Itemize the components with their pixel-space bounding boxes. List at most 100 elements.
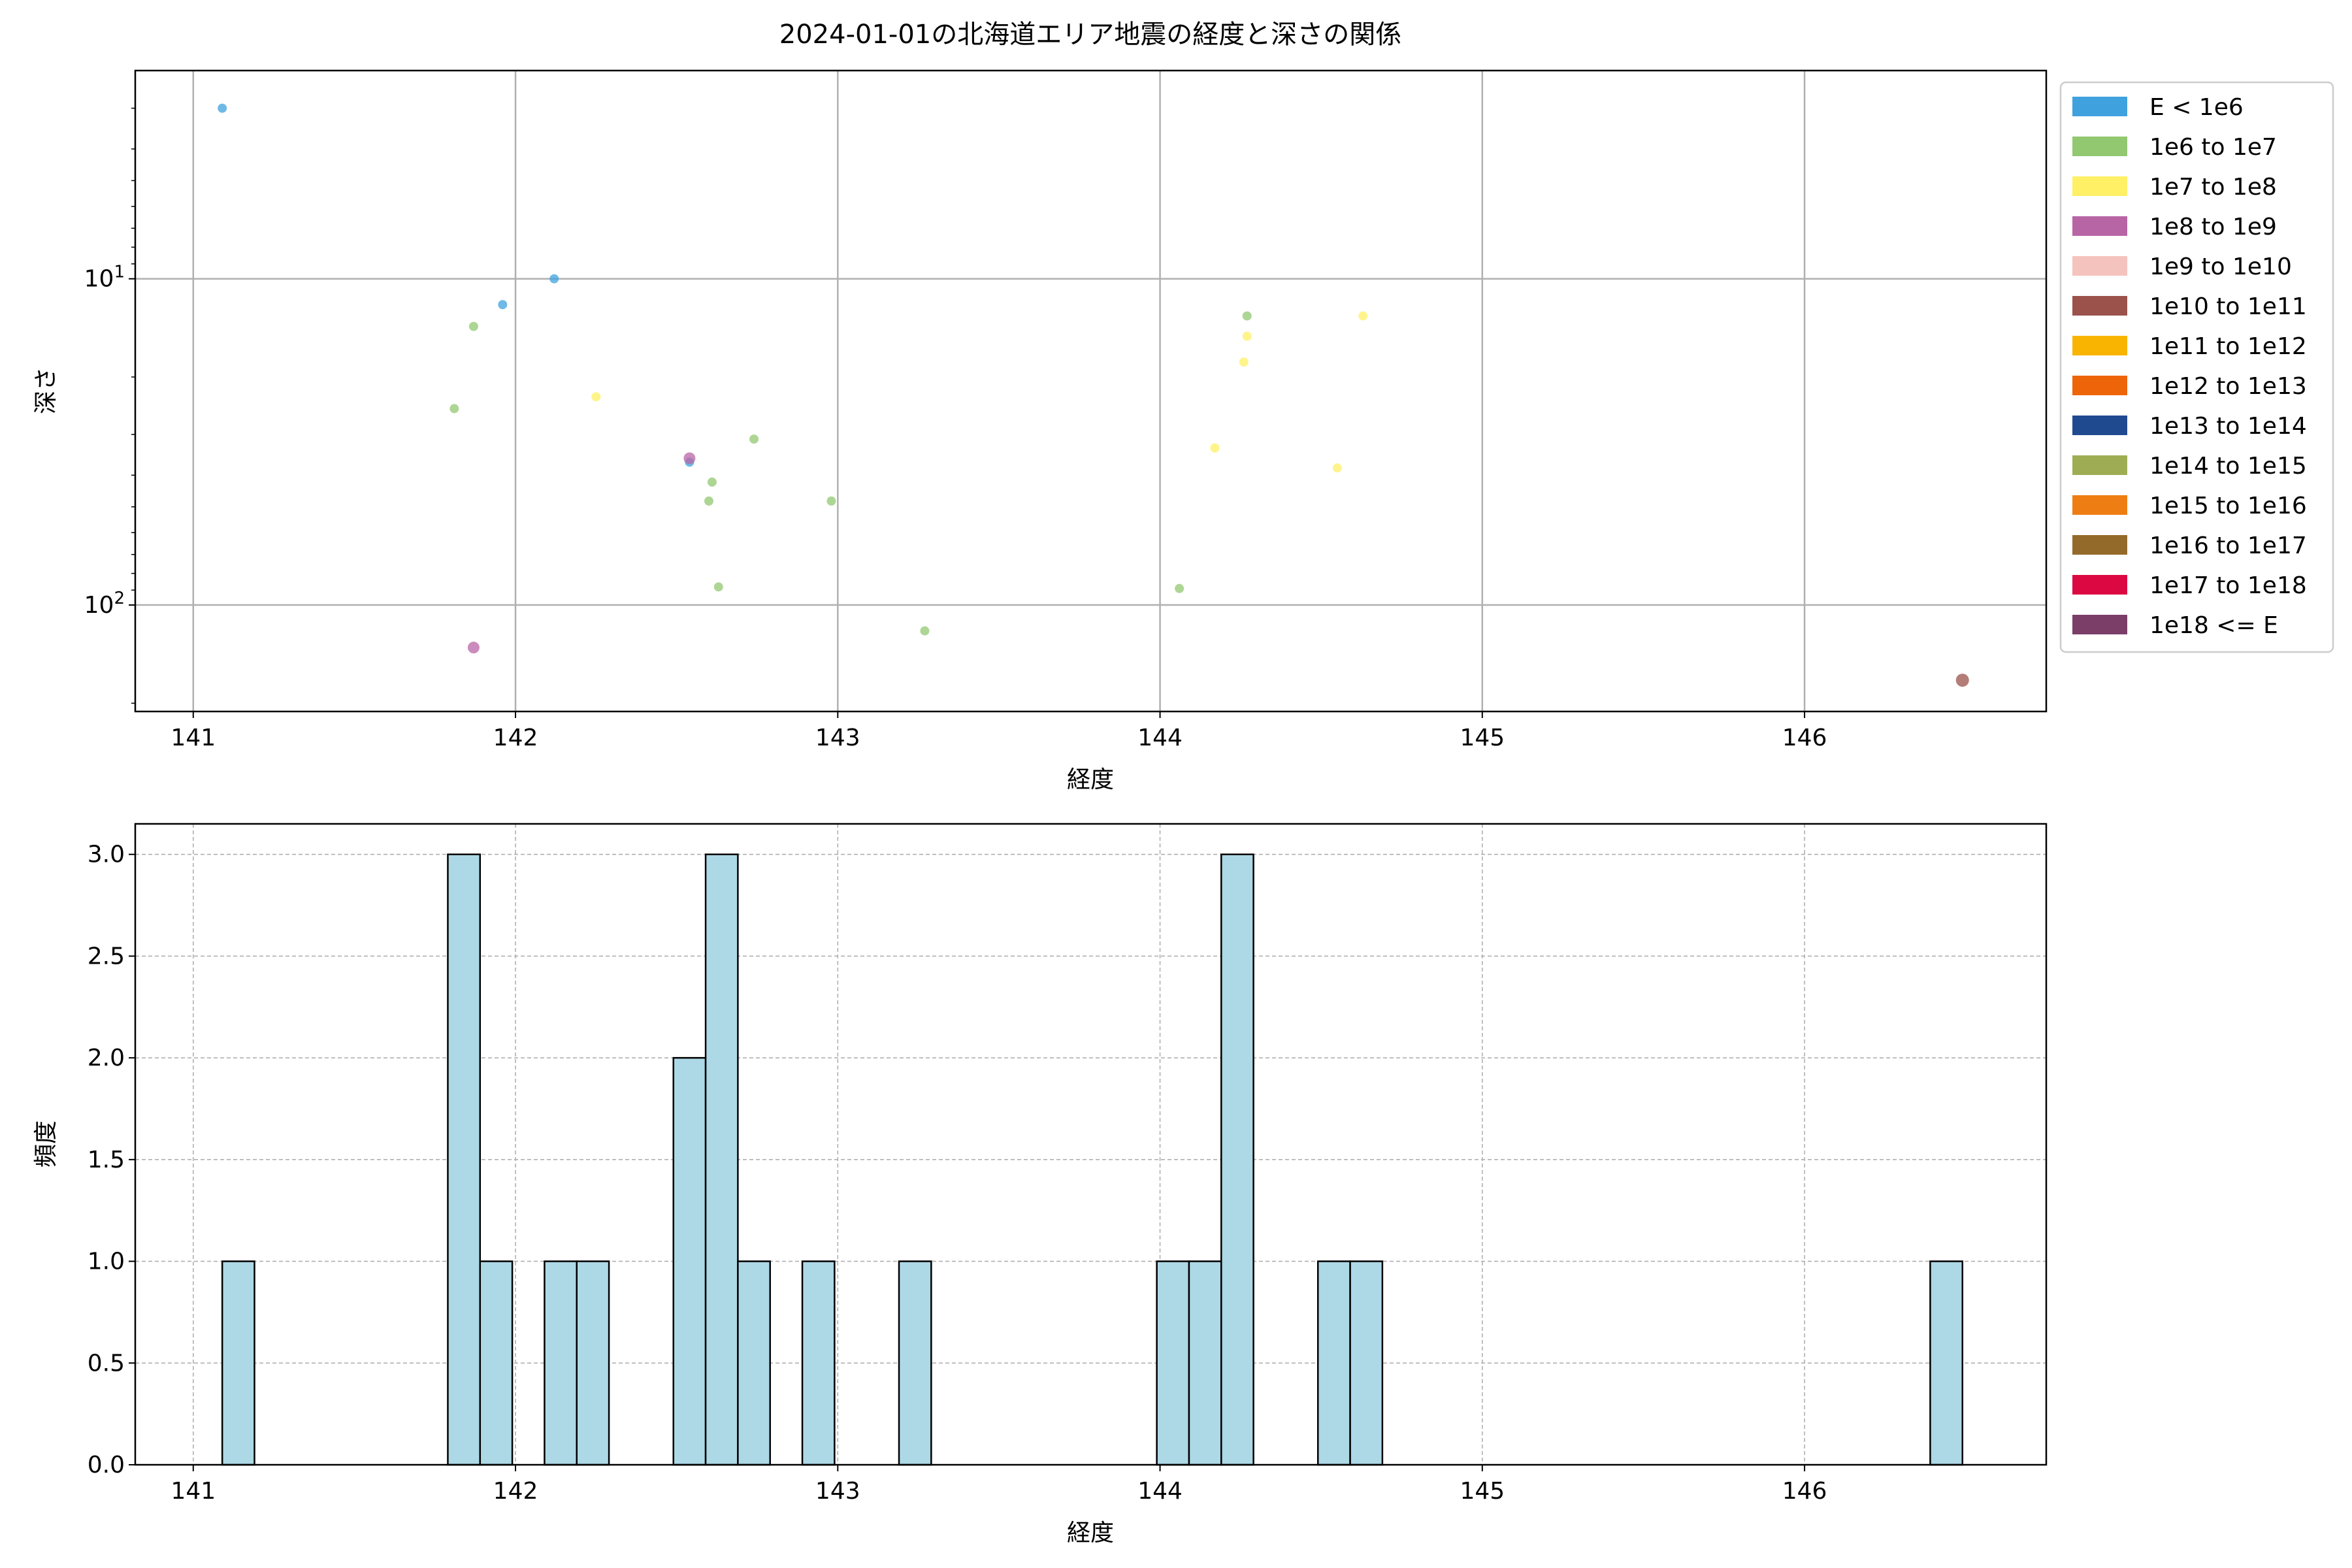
scatter-point	[449, 404, 459, 414]
histogram-bar	[672, 1056, 707, 1466]
histogram-y-tick-label: 0.5	[88, 1350, 125, 1377]
histogram-x-tick-label: 144	[1137, 1478, 1183, 1505]
legend-swatch	[2072, 615, 2127, 634]
histogram-y-tick-label: 1.5	[88, 1147, 125, 1173]
histogram-x-tick-label: 145	[1460, 1478, 1505, 1505]
histogram-y-tick-label: 0.0	[88, 1452, 125, 1478]
scatter-point	[707, 477, 717, 487]
histogram-x-tick-label: 141	[171, 1478, 216, 1505]
scatter-plot-frame	[134, 69, 2048, 713]
legend-swatch	[2072, 216, 2127, 236]
scatter-grid	[135, 71, 2046, 711]
scatter-point	[826, 496, 836, 506]
scatter-point	[498, 300, 508, 310]
scatter-point	[920, 626, 930, 636]
scatter-x-tick-label: 145	[1460, 725, 1505, 751]
histogram-y-tick-label: 3.0	[88, 841, 125, 868]
histogram-bar	[801, 1260, 836, 1466]
legend-label: 1e11 to 1e12	[2149, 333, 2307, 360]
legend-swatch	[2072, 376, 2127, 395]
histogram-bar	[447, 853, 482, 1466]
scatter-x-tick-label: 142	[493, 725, 538, 751]
histogram-y-ticks: 0.0 0.5 1.0 1.5 2.0 2.5 3.0	[88, 841, 135, 1478]
scatter-panel: 2024-01-01の北海道エリア地震の経度と深さの関係 141 142 143 14…	[33, 20, 2334, 793]
scatter-point	[683, 452, 696, 465]
histogram-x-ticks: 141 142 143 144 145 146	[171, 1465, 1827, 1505]
legend-label: 1e18 <= E	[2149, 612, 2278, 639]
scatter-point	[1955, 674, 1969, 687]
scatter-point	[468, 321, 478, 331]
scatter-x-tick-label: 146	[1782, 725, 1827, 751]
histogram-panel: 141 142 143 144 145 146 0.0 0.5 1.0 1.5 2.0 2.5 3.0…	[33, 823, 2048, 1546]
legend-swatch	[2072, 176, 2127, 196]
legend-label: 1e14 to 1e15	[2149, 453, 2307, 480]
scatter-title: 2024-01-01の北海道エリア地震の経度と深さの関係	[779, 20, 1401, 50]
scatter-point	[1332, 463, 1342, 473]
legend-swatch	[2072, 137, 2127, 156]
histogram-y-tick-label: 2.5	[88, 943, 125, 970]
legend-label: 1e12 to 1e13	[2149, 373, 2307, 400]
scatter-x-tick-label: 144	[1137, 725, 1183, 751]
scatter-points	[218, 103, 1969, 687]
legend-label: 1e13 to 1e14	[2149, 413, 2307, 440]
scatter-point	[1242, 311, 1252, 321]
legend-swatch	[2072, 256, 2127, 276]
scatter-y-axis-label: 深さ	[33, 367, 59, 414]
histogram-bar	[1220, 853, 1254, 1466]
histogram-y-tick-label: 1.0	[88, 1249, 125, 1275]
histogram-x-tick-label: 146	[1782, 1478, 1827, 1505]
legend-swatch	[2072, 455, 2127, 475]
legend-label: 1e6 to 1e7	[2149, 134, 2277, 161]
legend: E < 1e6 1e6 to 1e7 1e7 to 1e8 1e8 to 1e9 1e9…	[2059, 81, 2334, 653]
legend-frame	[2059, 81, 2334, 653]
legend-label: 1e9 to 1e10	[2149, 253, 2292, 280]
legend-swatch	[2072, 416, 2127, 435]
scatter-point	[1210, 443, 1220, 453]
legend-swatch	[2072, 296, 2127, 316]
legend-swatch	[2072, 575, 2127, 595]
scatter-point	[713, 582, 723, 592]
scatter-point	[1242, 331, 1252, 341]
histogram-plot-frame	[134, 823, 2048, 1466]
scatter-x-axis-label: 経度	[1067, 766, 1114, 793]
histogram-bar	[1929, 1260, 1964, 1466]
histogram-bar	[1316, 1260, 1351, 1466]
histogram-bar	[704, 853, 739, 1466]
legend-label: E < 1e6	[2149, 94, 2244, 121]
histogram-bar	[898, 1260, 932, 1466]
legend-label: 1e8 to 1e9	[2149, 214, 2277, 240]
legend-swatch	[2072, 336, 2127, 355]
legend-swatch	[2072, 97, 2127, 116]
legend-label: 1e16 to 1e17	[2149, 532, 2307, 559]
histogram-y-tick-label: 2.0	[88, 1045, 125, 1071]
histogram-bars	[221, 853, 1964, 1466]
histogram-plot-area	[135, 824, 2046, 1465]
scatter-point	[218, 103, 227, 113]
legend-label: 1e10 to 1e11	[2149, 293, 2307, 320]
scatter-plot-area	[135, 71, 2046, 711]
scatter-point	[1239, 357, 1249, 367]
legend-swatch	[2072, 535, 2127, 555]
histogram-bar	[221, 1260, 255, 1466]
histogram-x-tick-label: 142	[493, 1478, 538, 1505]
histogram-bar	[576, 1260, 610, 1466]
histogram-y-axis-label: 頻度	[33, 1120, 59, 1168]
legend-label: 1e15 to 1e16	[2149, 493, 2307, 519]
legend-label: 1e7 to 1e8	[2149, 174, 2277, 201]
histogram-x-axis-label: 経度	[1067, 1520, 1114, 1546]
histogram-bar	[1188, 1260, 1222, 1466]
histogram-bar	[1349, 1260, 1384, 1466]
legend-items: E < 1e6 1e6 to 1e7 1e7 to 1e8 1e8 to 1e9 1e9…	[2072, 94, 2307, 639]
scatter-point	[704, 496, 713, 506]
histogram-bar	[479, 1260, 514, 1466]
scatter-x-tick-label: 141	[171, 725, 216, 751]
scatter-point	[467, 642, 480, 654]
legend-swatch	[2072, 495, 2127, 515]
histogram-bar	[1156, 1260, 1190, 1466]
scatter-point	[749, 434, 759, 444]
scatter-x-tick-label: 143	[815, 725, 860, 751]
scatter-point	[1358, 311, 1368, 321]
legend-label: 1e17 to 1e18	[2149, 572, 2307, 599]
scatter-point	[1175, 583, 1184, 593]
